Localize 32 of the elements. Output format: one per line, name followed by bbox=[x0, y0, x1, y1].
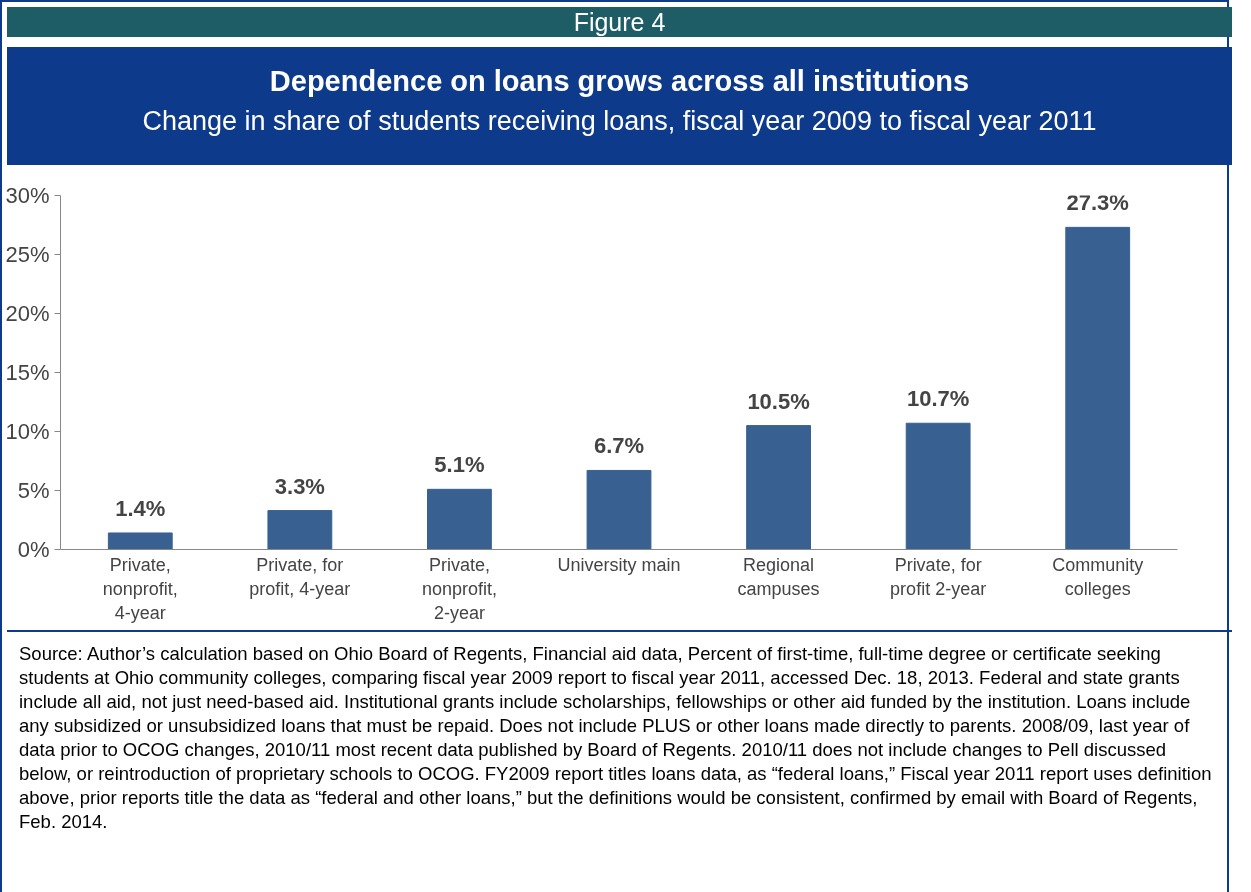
data-label: 10.5% bbox=[747, 388, 810, 414]
data-label: 6.7% bbox=[593, 433, 645, 459]
y-tick-label: 5% bbox=[17, 478, 50, 503]
chart-title: Dependence on loans grows across all institutions bbox=[268, 64, 971, 99]
bar bbox=[1065, 226, 1131, 550]
source-note: Source: Author’s calculation based on Ohio Board of Regents, Financial aid data, Percent of first-time, full-time degree or certificate seeking students at Ohio community colleges, comparing fiscal year 2009 report to fiscal year 2011, accessed Dec. 18, 2013. Federal and state grants include all aid, not just need-based aid. Institutional grants include scholarships, fellowships or other aid funded by the institution. Loans include any subsidized or unsubsidized loans that must be repaid. Does not include PLUS or other loans made directly to parents. 2008/09, last year of data prior to OCOG changes, 2010/11 most recent data published by Board of Regents. 2010/11 does not include changes to Pell discussed below, or reintroduction of proprietary schools to OCOG. FY2009 report titles loans data, as “federal loans,” Fiscal year 2011 report uses definition above, prior reports title the data as “federal and other loans,” but the definitions would be consistent, confirmed by email with Board of Regents, Feb. 2014. bbox=[19, 642, 1213, 834]
data-label: 5.1% bbox=[434, 452, 485, 478]
bar bbox=[107, 532, 173, 550]
y-tick-label: 30% bbox=[5, 183, 50, 208]
bar bbox=[746, 425, 811, 550]
x-tick-label: Private, nonprofit, 4-year bbox=[102, 554, 178, 623]
x-tick-label: Private, nonprofit, 2-year bbox=[421, 554, 497, 623]
y-tick-label: 10% bbox=[5, 419, 50, 444]
bar bbox=[267, 510, 333, 550]
y-tick-label: 20% bbox=[5, 301, 50, 326]
caption: Figure 4 bbox=[573, 7, 666, 37]
data-label: 3.3% bbox=[274, 473, 325, 499]
data-label: 1.4% bbox=[115, 495, 166, 521]
y-tick-label: 15% bbox=[5, 360, 50, 385]
x-tick-label: Regional campuses bbox=[737, 554, 820, 599]
bar bbox=[905, 422, 971, 550]
y-tick-label: 25% bbox=[5, 242, 50, 267]
x-tick-label: University main bbox=[557, 554, 681, 575]
data-label: 10.7% bbox=[906, 386, 970, 412]
x-tick-label: Private, for profit, 4-year bbox=[249, 554, 351, 599]
bar bbox=[586, 469, 652, 550]
y-tick-label: 0% bbox=[17, 537, 50, 562]
bar bbox=[427, 488, 492, 550]
x-tick-label: Private, for profit 2-year bbox=[890, 554, 987, 599]
chart-subtitle: Change in share of students receiving loans, fiscal year 2009 to fiscal year 2011 bbox=[142, 105, 1097, 139]
data-label: 27.3% bbox=[1066, 190, 1129, 216]
x-tick-label: Community colleges bbox=[1052, 554, 1144, 599]
